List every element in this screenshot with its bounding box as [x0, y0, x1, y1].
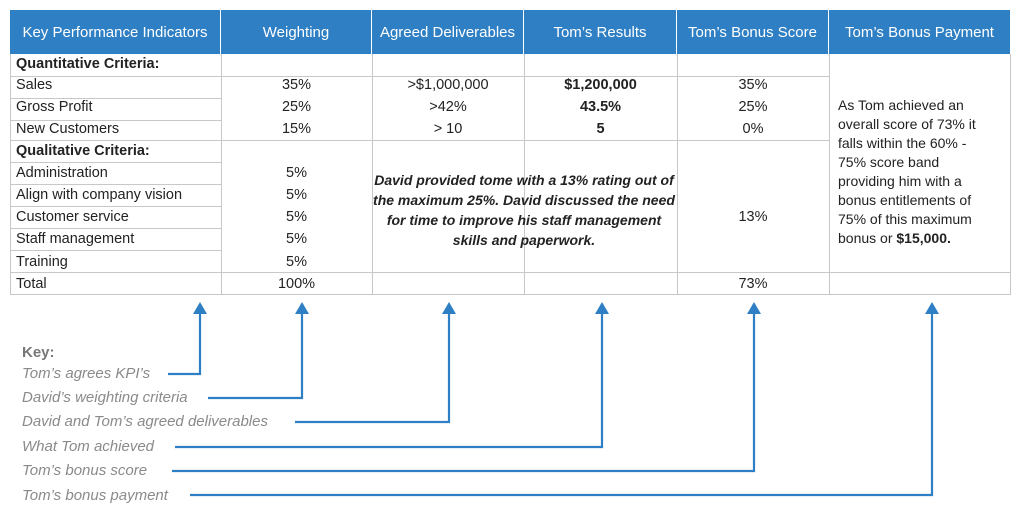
qualitative-score: 13% — [738, 209, 768, 225]
deliverable-new-customers: > 10 — [433, 121, 463, 137]
grid-line — [10, 250, 11, 294]
grid-line — [372, 250, 373, 294]
arrowhead-bonus-score — [747, 302, 761, 314]
weighting-staff-management: 5% — [286, 231, 307, 247]
grid-line — [829, 250, 830, 294]
qualitative-note: David provided tome with a 13% rating ou… — [373, 172, 675, 248]
grid-line — [372, 54, 373, 295]
arrowhead-weighting — [295, 302, 309, 314]
key-item-kpis: Tom’s agrees KPI’s — [22, 365, 151, 382]
header-weighting: Weighting — [221, 10, 372, 54]
arrow-deliverables — [295, 312, 451, 424]
header-agreed-deliverables: Agreed Deliverables — [372, 10, 524, 54]
weighting-customer-service: 5% — [286, 209, 307, 225]
weighting-align-vision: 5% — [286, 187, 307, 203]
grid-line — [10, 184, 221, 185]
weighting-training: 5% — [286, 254, 307, 270]
kpi-administration: Administration — [16, 165, 108, 181]
grid-line — [524, 54, 525, 295]
grid-line — [221, 250, 222, 294]
total-score: 73% — [738, 276, 768, 292]
grid-line — [10, 250, 221, 251]
grid-line — [524, 272, 525, 294]
grid-line — [1010, 54, 1011, 295]
key-title: Key: — [22, 344, 55, 361]
arrow-kpis — [168, 312, 202, 376]
key-item-bonus-payment: Tom’s bonus payment — [22, 487, 168, 504]
header-kpi: Key Performance Indicators — [10, 10, 221, 54]
deliverable-sales: >$1,000,000 — [407, 77, 489, 93]
arrowhead-achieved — [595, 302, 609, 314]
weighting-sales: 35% — [281, 77, 312, 93]
grid-line — [1010, 250, 1011, 294]
grid-line — [10, 206, 221, 207]
weighting-new-customers: 15% — [281, 121, 312, 137]
score-new-customers: 0% — [742, 121, 764, 137]
grid-line — [829, 54, 830, 295]
header-bonus-score: Tom’s Bonus Score — [677, 10, 829, 54]
arrowhead-deliverables — [442, 302, 456, 314]
bonus-payment-text: As Tom achieved an overall score of 73% … — [838, 97, 976, 246]
grid-line — [10, 120, 221, 121]
kpi-new-customers: New Customers — [16, 121, 120, 137]
arrow-weighting — [208, 312, 304, 400]
result-new-customers: 5 — [596, 121, 605, 137]
kpi-customer-service: Customer service — [16, 209, 129, 225]
qualitative-label: Qualitative Criteria: — [16, 143, 150, 159]
header-toms-results: Tom’s Results — [524, 10, 677, 54]
deliverable-gross-profit: >42% — [429, 99, 467, 115]
bonus-payment-amount: $15,000. — [896, 230, 951, 246]
weighting-gross-profit: 25% — [281, 99, 312, 115]
arrow-bonus-score — [172, 312, 756, 473]
kpi-table: Key Performance Indicators Weighting Agr… — [10, 10, 1011, 295]
grid-line — [677, 250, 678, 294]
grid-line — [10, 272, 1011, 273]
kpi-training: Training — [16, 254, 68, 270]
kpi-staff-management: Staff management — [16, 231, 135, 247]
score-sales: 35% — [738, 77, 768, 93]
key-item-weighting: David’s weighting criteria — [22, 389, 188, 406]
arrowhead-kpis — [193, 302, 207, 314]
grid-line — [677, 54, 678, 295]
key-item-deliverables: David and Tom’s agreed deliverables — [22, 413, 268, 430]
kpi-align-vision: Align with company vision — [16, 187, 183, 203]
arrow-bonus-payment — [190, 312, 934, 497]
weighting-administration: 5% — [286, 165, 307, 181]
kpi-gross-profit: Gross Profit — [16, 99, 93, 115]
kpi-sales: Sales — [16, 77, 53, 93]
key-item-achieved: What Tom achieved — [22, 438, 155, 455]
score-gross-profit: 25% — [738, 99, 768, 115]
bonus-payment-description: As Tom achieved an overall score of 73% … — [838, 96, 998, 248]
grid-line — [10, 76, 829, 77]
result-sales: $1,200,000 — [564, 77, 637, 93]
grid-line — [10, 98, 221, 99]
grid-line — [10, 294, 1011, 295]
grid-line — [10, 140, 829, 141]
grid-line — [10, 228, 221, 229]
total-label: Total — [16, 276, 47, 292]
result-gross-profit: 43.5% — [579, 99, 622, 115]
grid-line — [221, 54, 222, 295]
total-weighting: 100% — [277, 276, 316, 292]
arrowhead-bonus-payment — [925, 302, 939, 314]
quantitative-label: Quantitative Criteria: — [16, 56, 160, 72]
grid-line — [10, 162, 221, 163]
key-item-bonus-score: Tom’s bonus score — [22, 462, 148, 479]
header-bonus-payment: Tom’s Bonus Payment — [829, 10, 1011, 54]
grid-line — [10, 54, 11, 295]
